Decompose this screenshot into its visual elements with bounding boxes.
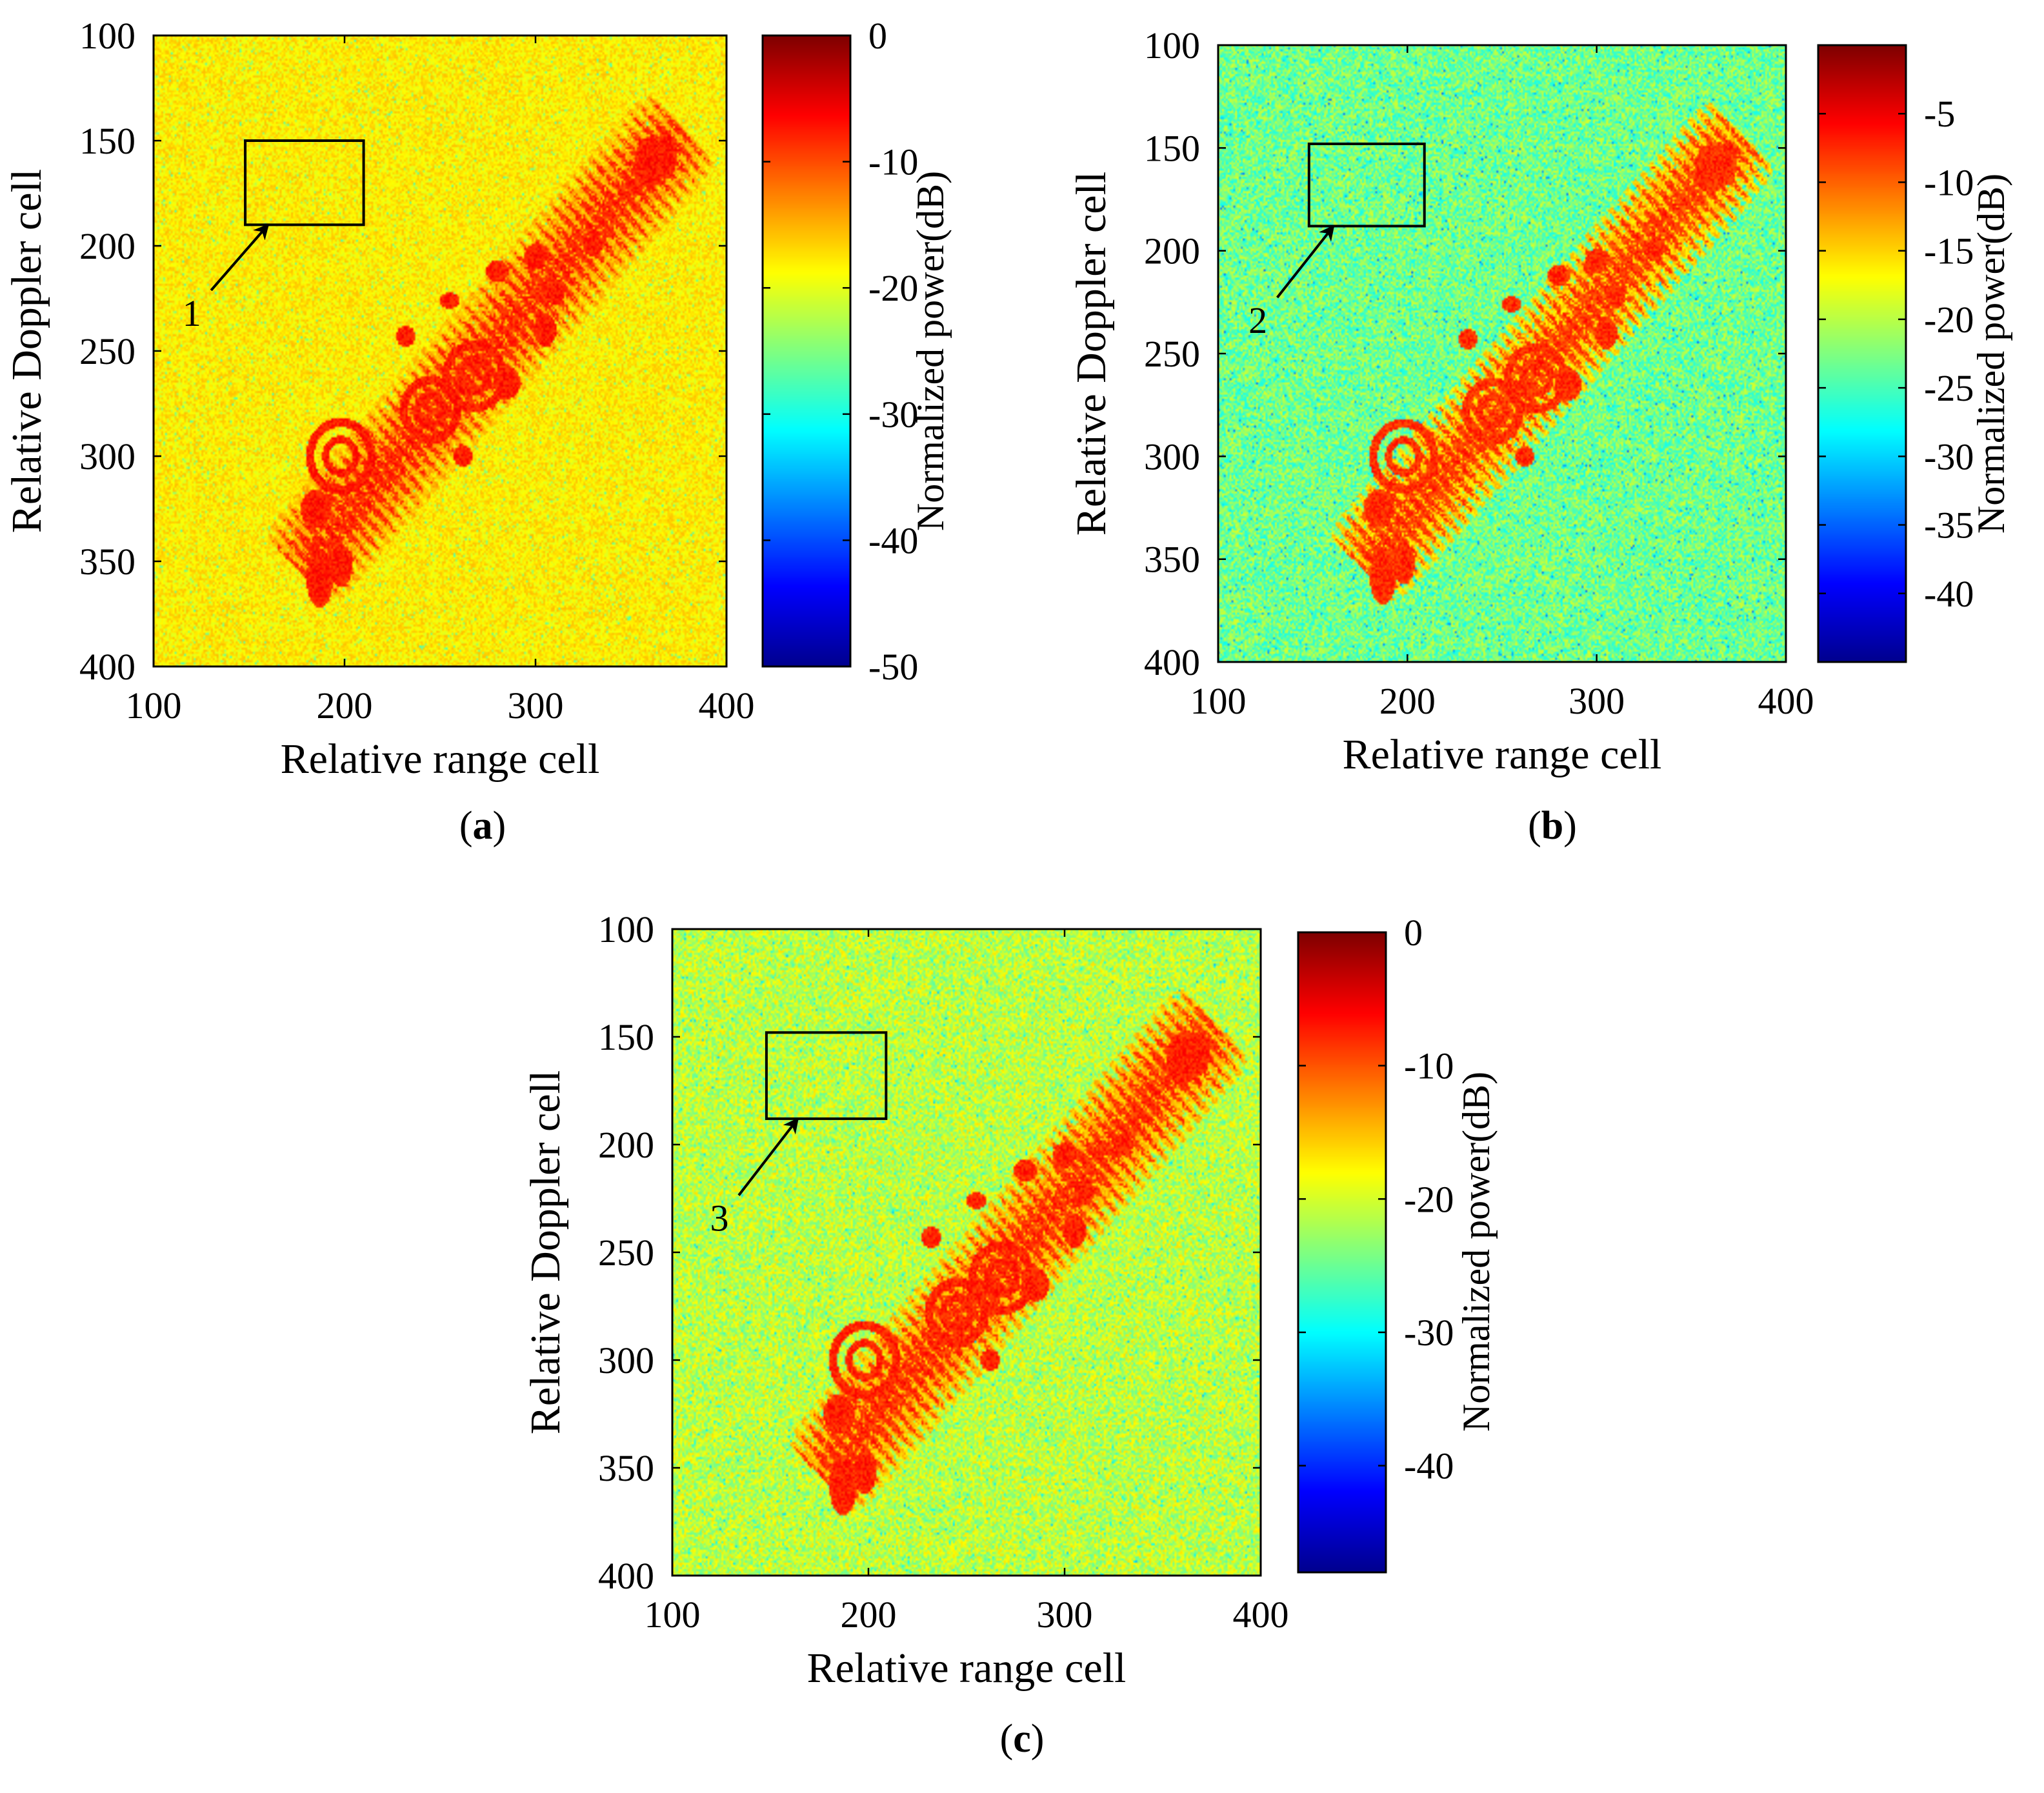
y-tick-label: 350: [79, 541, 135, 583]
y-tick-label: 100: [1144, 25, 1200, 66]
colorbar-tick-label: -40: [868, 519, 918, 561]
y-tick-label: 300: [1144, 436, 1200, 477]
colorbar-label: Normalized power(dB): [1455, 1072, 1498, 1432]
y-tick-label: 150: [598, 1016, 654, 1058]
y-axis-label: Relative Doppler cell: [1068, 172, 1115, 536]
x-tick-label: 100: [645, 1594, 701, 1636]
heatmap-image: [672, 929, 1261, 1576]
x-axis-label: Relative range cell: [281, 736, 600, 783]
colorbar-tick-label: 0: [1404, 912, 1423, 954]
arrow: [1276, 225, 1335, 299]
x-tick-label: 300: [1037, 1594, 1093, 1636]
arrow-label: 3: [710, 1197, 728, 1239]
x-axis-label: Relative range cell: [807, 1645, 1127, 1692]
y-tick-label: 400: [79, 646, 135, 688]
colorbar-tick-label: -10: [1404, 1045, 1454, 1087]
colorbar-tick-label: -40: [1404, 1445, 1454, 1487]
y-tick-label: 100: [598, 908, 654, 950]
colorbar: [763, 35, 850, 666]
region-box: [244, 139, 365, 226]
colorbar-frame: [1817, 44, 1907, 663]
arrow: [737, 1117, 799, 1196]
colorbar-frame: [1297, 931, 1387, 1574]
panel-caption: (c): [1000, 1717, 1045, 1761]
colorbar-tick-label: -20: [868, 267, 918, 309]
colorbar-tick-label: -25: [1924, 367, 1974, 409]
colorbar: [1298, 932, 1386, 1572]
x-tick-label: 200: [1379, 680, 1436, 722]
y-tick-label: 150: [1144, 127, 1200, 169]
colorbar-tick-label: -10: [868, 141, 918, 183]
y-tick-label: 250: [79, 330, 135, 372]
colorbar-frame: [761, 34, 852, 668]
panel-caption-letter: a: [473, 804, 493, 848]
y-tick-label: 350: [598, 1447, 654, 1489]
y-tick-label: 400: [1144, 641, 1200, 683]
y-tick-label: 300: [79, 436, 135, 477]
x-tick-label: 300: [508, 685, 564, 726]
y-tick-label: 400: [598, 1555, 654, 1597]
colorbar-tick-label: -20: [1924, 299, 1974, 341]
y-tick-label: 200: [1144, 230, 1200, 272]
x-tick-label: 400: [1233, 1594, 1289, 1636]
x-tick-label: 100: [126, 685, 182, 726]
y-tick-label: 250: [598, 1232, 654, 1274]
colorbar-tick-label: -5: [1924, 93, 1955, 135]
x-tick-label: 400: [699, 685, 755, 726]
colorbar-tick-label: -15: [1924, 230, 1974, 272]
colorbar-tick-label: -30: [1404, 1312, 1454, 1354]
region-box: [765, 1031, 888, 1120]
region-box: [1307, 142, 1426, 228]
colorbar-tick-label: -30: [868, 394, 918, 436]
x-tick-label: 200: [841, 1594, 897, 1636]
y-tick-label: 200: [598, 1124, 654, 1166]
panel-caption-letter: b: [1541, 804, 1563, 848]
heatmap-image: [1218, 45, 1786, 662]
colorbar-tick-label: -20: [1404, 1178, 1454, 1220]
colorbar-tick-label: 0: [868, 15, 887, 57]
panel-a: 100 200 300 400100150200250300350400Relativ…: [3, 15, 952, 848]
colorbar: [1818, 45, 1906, 662]
colorbar-tick-label: -30: [1924, 436, 1974, 477]
panel-b: 100 200 300 400100150200250300350400Relativ…: [1068, 25, 2012, 848]
x-axis-label: Relative range cell: [1343, 731, 1662, 778]
y-tick-label: 300: [598, 1339, 654, 1381]
colorbar-tick-label: -35: [1924, 505, 1974, 546]
y-axis-label: Relative Doppler cell: [3, 169, 50, 533]
panel-caption: (b): [1528, 804, 1577, 848]
panel-caption-letter: c: [1013, 1717, 1031, 1761]
y-axis-label: Relative Doppler cell: [522, 1070, 569, 1434]
panel-caption: (a): [459, 804, 506, 848]
heatmap-image: [154, 35, 726, 666]
panel-c: 100 200 300 400100150200250300350400Relativ…: [522, 908, 1498, 1761]
arrow-label: 2: [1248, 299, 1267, 341]
y-tick-label: 150: [79, 120, 135, 162]
y-tick-label: 350: [1144, 539, 1200, 581]
colorbar-tick-label: -50: [868, 646, 918, 688]
colorbar-label: Normalized power(dB): [1970, 174, 2012, 534]
x-tick-label: 100: [1190, 680, 1247, 722]
y-tick-label: 200: [79, 225, 135, 267]
colorbar-tick-label: -10: [1924, 161, 1974, 203]
arrow: [210, 223, 270, 292]
colorbar-tick-label: -40: [1924, 573, 1974, 615]
y-tick-label: 250: [1144, 333, 1200, 375]
y-tick-label: 100: [79, 15, 135, 57]
colorbar-label: Normalized power(dB): [909, 171, 952, 531]
x-tick-label: 300: [1568, 680, 1625, 722]
x-tick-label: 400: [1758, 680, 1814, 722]
arrow-label: 1: [183, 292, 201, 334]
x-tick-label: 200: [317, 685, 373, 726]
